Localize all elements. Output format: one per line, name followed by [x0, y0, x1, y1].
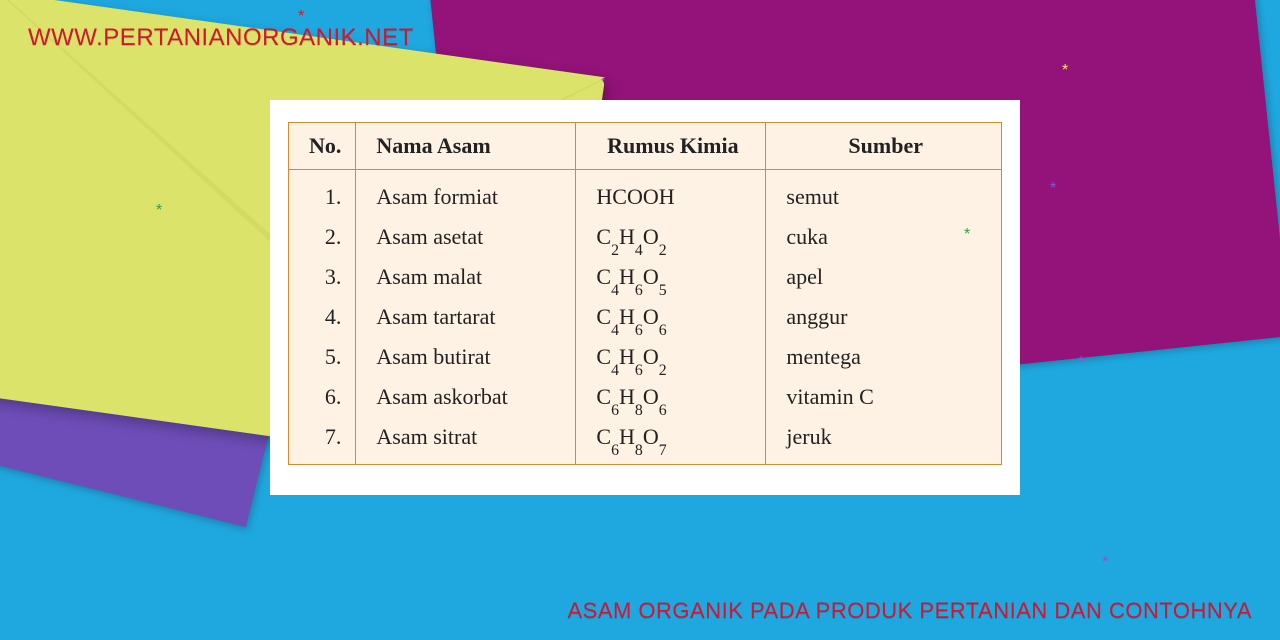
- table-row: 3.Asam malatC4H6O5apel: [289, 258, 1002, 298]
- header-rumus: Rumus Kimia: [576, 123, 766, 170]
- cell-no: 2.: [289, 218, 356, 258]
- table-row: 7.Asam sitratC6H8O7jeruk: [289, 418, 1002, 465]
- cell-rumus: C4H6O2: [576, 338, 766, 378]
- cell-sumber: anggur: [766, 298, 1002, 338]
- cell-no: 7.: [289, 418, 356, 465]
- cell-nama: Asam malat: [356, 258, 576, 298]
- star-icon: *: [1062, 62, 1068, 80]
- cell-sumber: jeruk: [766, 418, 1002, 465]
- cell-rumus: C6H8O6: [576, 378, 766, 418]
- cell-sumber: semut: [766, 170, 1002, 219]
- table-header-row: No. Nama Asam Rumus Kimia Sumber: [289, 123, 1002, 170]
- star-icon: *: [1102, 554, 1108, 572]
- cell-rumus: C6H8O7: [576, 418, 766, 465]
- cell-no: 4.: [289, 298, 356, 338]
- cell-nama: Asam tartarat: [356, 298, 576, 338]
- table-row: 6.Asam askorbatC6H8O6vitamin C: [289, 378, 1002, 418]
- star-icon: *: [964, 226, 970, 244]
- table-row: 1.Asam formiatHCOOHsemut: [289, 170, 1002, 219]
- cell-rumus: C2H4O2: [576, 218, 766, 258]
- table-row: 4.Asam tartaratC4H6O6anggur: [289, 298, 1002, 338]
- acid-table-body: 1.Asam formiatHCOOHsemut2.Asam asetatC2H…: [289, 170, 1002, 465]
- acid-table: No. Nama Asam Rumus Kimia Sumber 1.Asam …: [288, 122, 1002, 465]
- acid-table-card: No. Nama Asam Rumus Kimia Sumber 1.Asam …: [270, 100, 1020, 495]
- star-icon: *: [1078, 354, 1084, 372]
- cell-no: 1.: [289, 170, 356, 219]
- star-icon: *: [156, 202, 162, 220]
- header-sumber: Sumber: [766, 123, 1002, 170]
- cell-nama: Asam formiat: [356, 170, 576, 219]
- cell-sumber: vitamin C: [766, 378, 1002, 418]
- cell-sumber: apel: [766, 258, 1002, 298]
- cell-rumus: C4H6O5: [576, 258, 766, 298]
- cell-no: 6.: [289, 378, 356, 418]
- cell-nama: Asam sitrat: [356, 418, 576, 465]
- header-nama: Nama Asam: [356, 123, 576, 170]
- star-icon: *: [298, 8, 304, 26]
- cell-no: 3.: [289, 258, 356, 298]
- cell-nama: Asam asetat: [356, 218, 576, 258]
- table-row: 5.Asam butiratC4H6O2mentega: [289, 338, 1002, 378]
- cell-nama: Asam askorbat: [356, 378, 576, 418]
- cell-rumus: HCOOH: [576, 170, 766, 219]
- star-icon: *: [1050, 180, 1056, 198]
- table-row: 2.Asam asetatC2H4O2cuka: [289, 218, 1002, 258]
- cell-sumber: mentega: [766, 338, 1002, 378]
- header-no: No.: [289, 123, 356, 170]
- cell-rumus: C4H6O6: [576, 298, 766, 338]
- image-caption: ASAM ORGANIK PADA PRODUK PERTANIAN DAN C…: [567, 598, 1252, 624]
- cell-nama: Asam butirat: [356, 338, 576, 378]
- cell-no: 5.: [289, 338, 356, 378]
- site-watermark: WWW.PERTANIANORGANIK.NET: [28, 24, 414, 52]
